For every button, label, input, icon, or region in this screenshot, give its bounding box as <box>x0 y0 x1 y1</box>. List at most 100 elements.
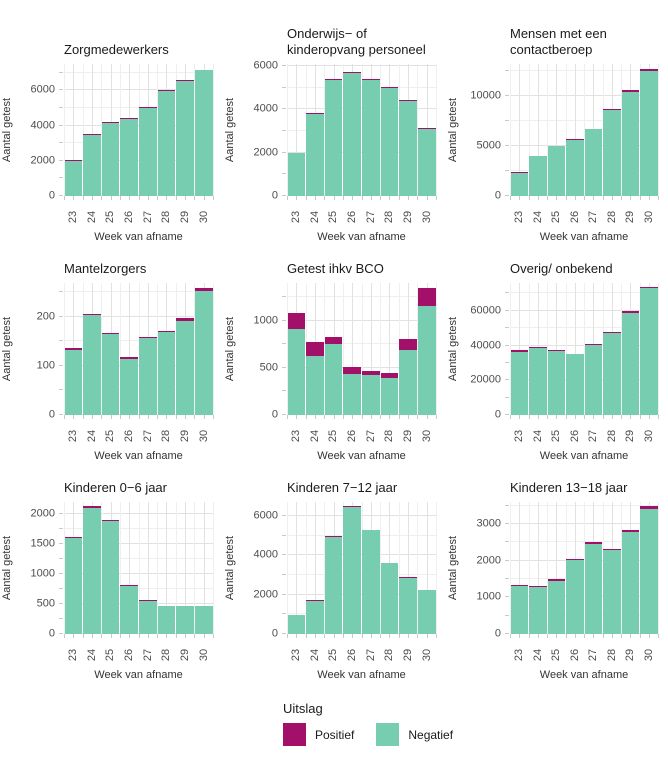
x-tick-label: 27 <box>139 203 158 231</box>
x-tick-label-text: 29 <box>179 210 192 224</box>
x-tick-label-text: 23 <box>513 648 526 662</box>
bar-week-26 <box>566 502 585 634</box>
y-tick-mark <box>59 177 63 179</box>
x-tick-mark <box>528 415 530 419</box>
x-tick-label-text: 29 <box>179 429 192 443</box>
x-tick-label: 24 <box>83 203 102 231</box>
facet-zorgmedewerkers: Zorgmedewerkers Aantal getest 0 2000 4000 6… <box>0 0 223 247</box>
x-tick-label: 29 <box>399 203 418 231</box>
y-tick-mark <box>282 573 286 575</box>
x-tick-label-text: 23 <box>67 648 80 662</box>
x-axis-tick-labels: 23 24 25 26 27 28 29 30 <box>287 419 436 450</box>
x-tick-mark <box>166 634 168 638</box>
bar-week-24 <box>529 283 548 415</box>
x-tick-mark <box>82 634 84 638</box>
y-tick-label: 6000 <box>253 509 278 522</box>
x-tick-mark <box>648 196 650 200</box>
bar-positive-segment <box>399 338 417 350</box>
bar-positive-segment <box>343 506 361 508</box>
y-tick-label: 1500 <box>30 537 55 550</box>
x-tick-mark <box>408 415 410 419</box>
y-tick-mark <box>59 573 63 574</box>
x-tick-mark <box>370 415 372 419</box>
bar-negative-segment <box>157 332 176 415</box>
vertical-major-gridline <box>91 64 93 196</box>
x-tick-mark <box>398 634 400 638</box>
y-tick-label: 0 <box>48 189 55 202</box>
x-tick-label-text: 25 <box>550 648 563 662</box>
bar-week-29 <box>176 283 195 415</box>
y-tick-label: 1000 <box>476 590 501 603</box>
x-tick-label-text: 25 <box>327 429 340 443</box>
y-tick-label: 0 <box>48 408 55 421</box>
bar-week-26 <box>343 64 362 196</box>
vertical-minor-gridline <box>510 283 511 415</box>
x-tick-label-text: 24 <box>531 210 544 224</box>
bar-positive-segment <box>566 559 584 560</box>
bar-week-25 <box>324 283 343 415</box>
x-tick-mark <box>537 196 539 200</box>
x-tick-label-text: 30 <box>642 648 655 662</box>
x-tick-mark <box>621 634 622 638</box>
bar-negative-segment <box>621 312 639 415</box>
x-tick-label-text: 26 <box>568 210 581 224</box>
vertical-minor-gridline <box>361 283 363 415</box>
legend-label-positief: Positief <box>315 727 355 742</box>
bar-positive-segment <box>83 506 101 508</box>
x-tick-label-text: 29 <box>624 648 637 662</box>
legend-item-positief: Positief <box>283 723 354 746</box>
bar-negative-segment <box>584 543 602 634</box>
x-tick-mark <box>621 196 622 200</box>
bar-week-25 <box>101 283 120 415</box>
vertical-minor-gridline <box>398 502 400 634</box>
positief-swatch-icon <box>283 723 306 746</box>
x-tick-mark <box>342 634 344 638</box>
x-axis-tick-labels: 23 24 25 26 27 28 29 30 <box>510 419 658 450</box>
x-tick-label-text: 29 <box>179 648 192 662</box>
x-tick-mark <box>157 415 159 419</box>
bar-negative-segment <box>120 586 138 634</box>
bar-week-24 <box>529 64 548 196</box>
bar-negative-segment <box>417 589 436 634</box>
y-tick-label: 5000 <box>476 139 501 152</box>
y-tick-label: 20000 <box>470 373 501 386</box>
y-tick-mark <box>505 396 509 398</box>
bar-negative-segment <box>566 559 584 634</box>
x-tick-label: 24 <box>306 422 325 450</box>
bar-negative-segment <box>287 153 306 196</box>
x-tick-mark <box>129 415 131 419</box>
x-tick-mark <box>528 634 530 638</box>
vertical-major-gridline <box>408 502 410 634</box>
x-tick-mark <box>110 415 112 419</box>
x-tick-label: 27 <box>584 203 603 231</box>
x-tick-label: 23 <box>287 203 306 231</box>
bar-negative-segment <box>343 374 361 415</box>
y-tick-label: 0 <box>48 627 55 640</box>
bar-negative-segment <box>529 586 547 634</box>
x-tick-mark <box>101 196 103 200</box>
bar-negative-segment <box>362 530 380 634</box>
x-tick-mark <box>648 415 650 419</box>
x-tick-mark <box>314 415 316 419</box>
x-tick-label-text: 26 <box>346 429 359 443</box>
x-tick-mark <box>138 415 140 419</box>
x-tick-mark <box>203 634 205 638</box>
y-tick-mark <box>505 414 509 415</box>
y-axis-ticks: 0 500 1000 1500 2000 <box>14 502 64 639</box>
x-tick-mark <box>213 634 214 638</box>
x-tick-label-text: 25 <box>327 648 340 662</box>
x-tick-mark <box>389 634 391 638</box>
y-tick-mark <box>59 315 63 317</box>
bar-negative-segment <box>157 606 176 634</box>
x-axis-tick-labels: 23 24 25 26 27 28 29 30 <box>287 200 436 231</box>
bar-week-28 <box>157 283 176 415</box>
bar-week-23 <box>510 64 529 196</box>
bar-week-26 <box>566 64 585 196</box>
x-tick-mark <box>556 415 558 419</box>
bar-positive-segment <box>306 599 324 601</box>
x-tick-label: 28 <box>603 203 622 231</box>
x-tick-label-text: 26 <box>346 648 359 662</box>
x-tick-mark <box>129 196 131 200</box>
x-tick-label: 26 <box>120 422 139 450</box>
x-tick-label-text: 23 <box>290 210 303 224</box>
